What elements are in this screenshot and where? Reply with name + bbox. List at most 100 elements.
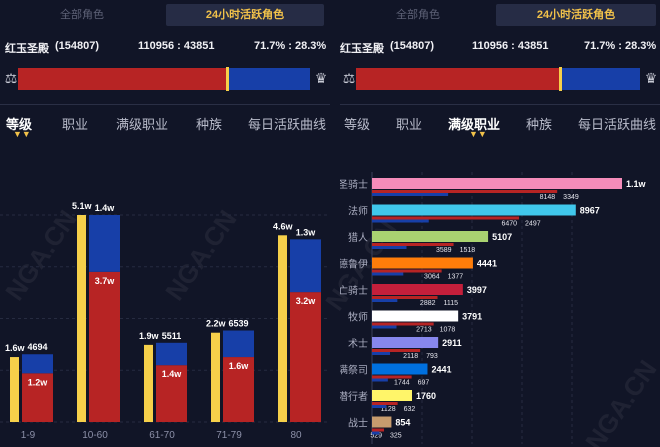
- max-level-class-chart: 圣骑士 1.1w 8148 3349 法师 8967 6470 2497 猎人 5107 3589 1…: [340, 172, 647, 444]
- class-total-bar: [372, 284, 463, 295]
- y-tick-label: 潜行者: [340, 390, 368, 403]
- tab-24h-active[interactable]: 24小时活跃角色: [496, 4, 656, 26]
- horde-label: 2882: [420, 300, 436, 307]
- class-total-bar: [372, 416, 392, 428]
- y-tick-label: 德鲁伊: [340, 258, 368, 271]
- alliance-label: 4694: [27, 342, 47, 352]
- horde-bar: [372, 296, 438, 299]
- total-label: 4.6w: [273, 221, 294, 231]
- realm-summary: 红玉圣殿 (154807) 110956 : 43851 71.7% : 28.…: [340, 40, 660, 56]
- y-tick-label: 死亡骑士: [340, 284, 368, 297]
- nav-daily-active-curve[interactable]: 每日活跃曲线: [248, 117, 327, 132]
- alliance-emblem-icon: ♛: [644, 70, 658, 86]
- class-total-bar: [372, 231, 489, 242]
- horde-fill: [356, 68, 560, 90]
- realm-count: (154807): [55, 40, 100, 52]
- class-total-label: 5107: [492, 232, 512, 242]
- horde-bar: [372, 402, 398, 405]
- class-total-bar: [372, 390, 412, 401]
- class-total-label: 1760: [416, 391, 436, 401]
- total-label: 2.2w: [206, 319, 227, 329]
- horde-bar: [372, 243, 454, 246]
- faction-ratio-bar: [18, 67, 310, 91]
- class-total-label: 3997: [467, 285, 487, 295]
- class-total-label: 4441: [477, 259, 497, 269]
- nav-level[interactable]: 等级: [344, 117, 371, 132]
- alliance-bar: [22, 354, 53, 374]
- alliance-bar: [372, 193, 449, 196]
- ratio-marker: [559, 67, 562, 91]
- class-total-label: 2911: [442, 338, 462, 348]
- level-distribution-chart: 1.6w 1.2w 4694 1-9 5.1w 3.7w 1.4w 10-60 1.9w 1.4w…: [0, 201, 330, 441]
- total-label: 1.6w: [5, 343, 26, 353]
- y-tick-label: 法师: [348, 205, 368, 218]
- alliance-bar: [372, 405, 387, 408]
- horde-label: 1.2w: [28, 377, 49, 387]
- nav-class[interactable]: 职业: [396, 117, 423, 132]
- class-total-bar: [372, 178, 622, 189]
- horde-bar: [89, 271, 120, 422]
- realm-summary: 红玉圣殿 (154807) 110956 : 43851 71.7% : 28.…: [0, 40, 330, 56]
- x-tick-label: 71-79: [216, 430, 242, 441]
- character-filter-tabs: 全部角色 24小时活跃角色: [340, 4, 660, 26]
- horde-label: 529: [370, 433, 382, 440]
- chevron-down-icon: ▼▼: [469, 129, 487, 139]
- faction-ratio-bar: [356, 67, 640, 91]
- horde-bar: [372, 269, 442, 273]
- horde-bar: [22, 373, 53, 422]
- alliance-bar: [156, 342, 187, 366]
- horde-label: 2118: [403, 353, 418, 360]
- horde-bar: [372, 428, 385, 432]
- ratio-marker: [226, 67, 229, 91]
- horde-emblem-icon: ⚖: [4, 70, 18, 86]
- tab-all-characters[interactable]: 全部角色: [60, 9, 104, 21]
- class-total-label: 8967: [580, 206, 600, 216]
- class-total-label: 854: [395, 418, 410, 428]
- nav-race[interactable]: 种族: [526, 117, 553, 132]
- alliance-label: 2497: [525, 221, 541, 228]
- total-bar: [211, 332, 220, 422]
- tab-all-characters[interactable]: 全部角色: [396, 9, 440, 21]
- class-total-bar: [372, 257, 473, 269]
- horde-bar: [223, 357, 254, 422]
- nav-race[interactable]: 种族: [196, 117, 223, 132]
- horde-bar: [290, 292, 321, 422]
- alliance-bar: [372, 299, 398, 302]
- nav-daily-active-curve[interactable]: 每日活跃曲线: [578, 117, 657, 132]
- alliance-bar: [372, 378, 388, 382]
- alliance-bar: [372, 325, 397, 329]
- nav-max-level-class[interactable]: 满级职业: [448, 117, 501, 132]
- nav-level[interactable]: 等级: [6, 117, 33, 132]
- faction-counts: 110956 : 43851: [472, 40, 549, 52]
- class-total-label: 1.1w: [626, 179, 647, 189]
- chevron-down-icon: ▼▼: [13, 129, 31, 139]
- realm-name: 红玉圣殿: [5, 43, 49, 55]
- x-tick-label: 61-70: [149, 430, 175, 441]
- y-tick-label: 战士: [348, 417, 368, 430]
- y-tick-label: 术士: [348, 337, 368, 350]
- nav-class[interactable]: 职业: [62, 117, 89, 132]
- horde-label: 1744: [394, 380, 410, 387]
- horde-fill: [18, 68, 227, 90]
- horde-bar: [156, 365, 187, 422]
- right-panel: 全部角色 24小时活跃角色 红玉圣殿 (154807) 110956 : 438…: [319, 0, 660, 447]
- character-filter-tabs: 全部角色 24小时活跃角色: [0, 4, 330, 26]
- horde-bar: [372, 375, 412, 379]
- x-tick-label: 10-60: [82, 430, 108, 441]
- alliance-bar: [372, 272, 404, 276]
- horde-label: 2713: [416, 327, 432, 334]
- alliance-label: 1078: [440, 327, 456, 334]
- left-panel: 全部角色 24小时活跃角色 红玉圣殿 (154807) 110956 : 438…: [0, 4, 330, 441]
- alliance-label: 5511: [162, 331, 182, 341]
- x-tick-label: 80: [290, 430, 302, 441]
- class-total-bar: [372, 363, 428, 375]
- alliance-label: 3349: [563, 194, 579, 201]
- tab-24h-active[interactable]: 24小时活跃角色: [166, 4, 324, 26]
- realm-count: (154807): [390, 40, 435, 52]
- horde-bar: [372, 322, 434, 326]
- horde-label: 3.2w: [296, 296, 317, 306]
- horde-bar: [372, 190, 558, 193]
- nav-max-level-class[interactable]: 满级职业: [116, 117, 169, 132]
- class-total-label: 2441: [431, 365, 451, 375]
- alliance-bar: [223, 330, 254, 358]
